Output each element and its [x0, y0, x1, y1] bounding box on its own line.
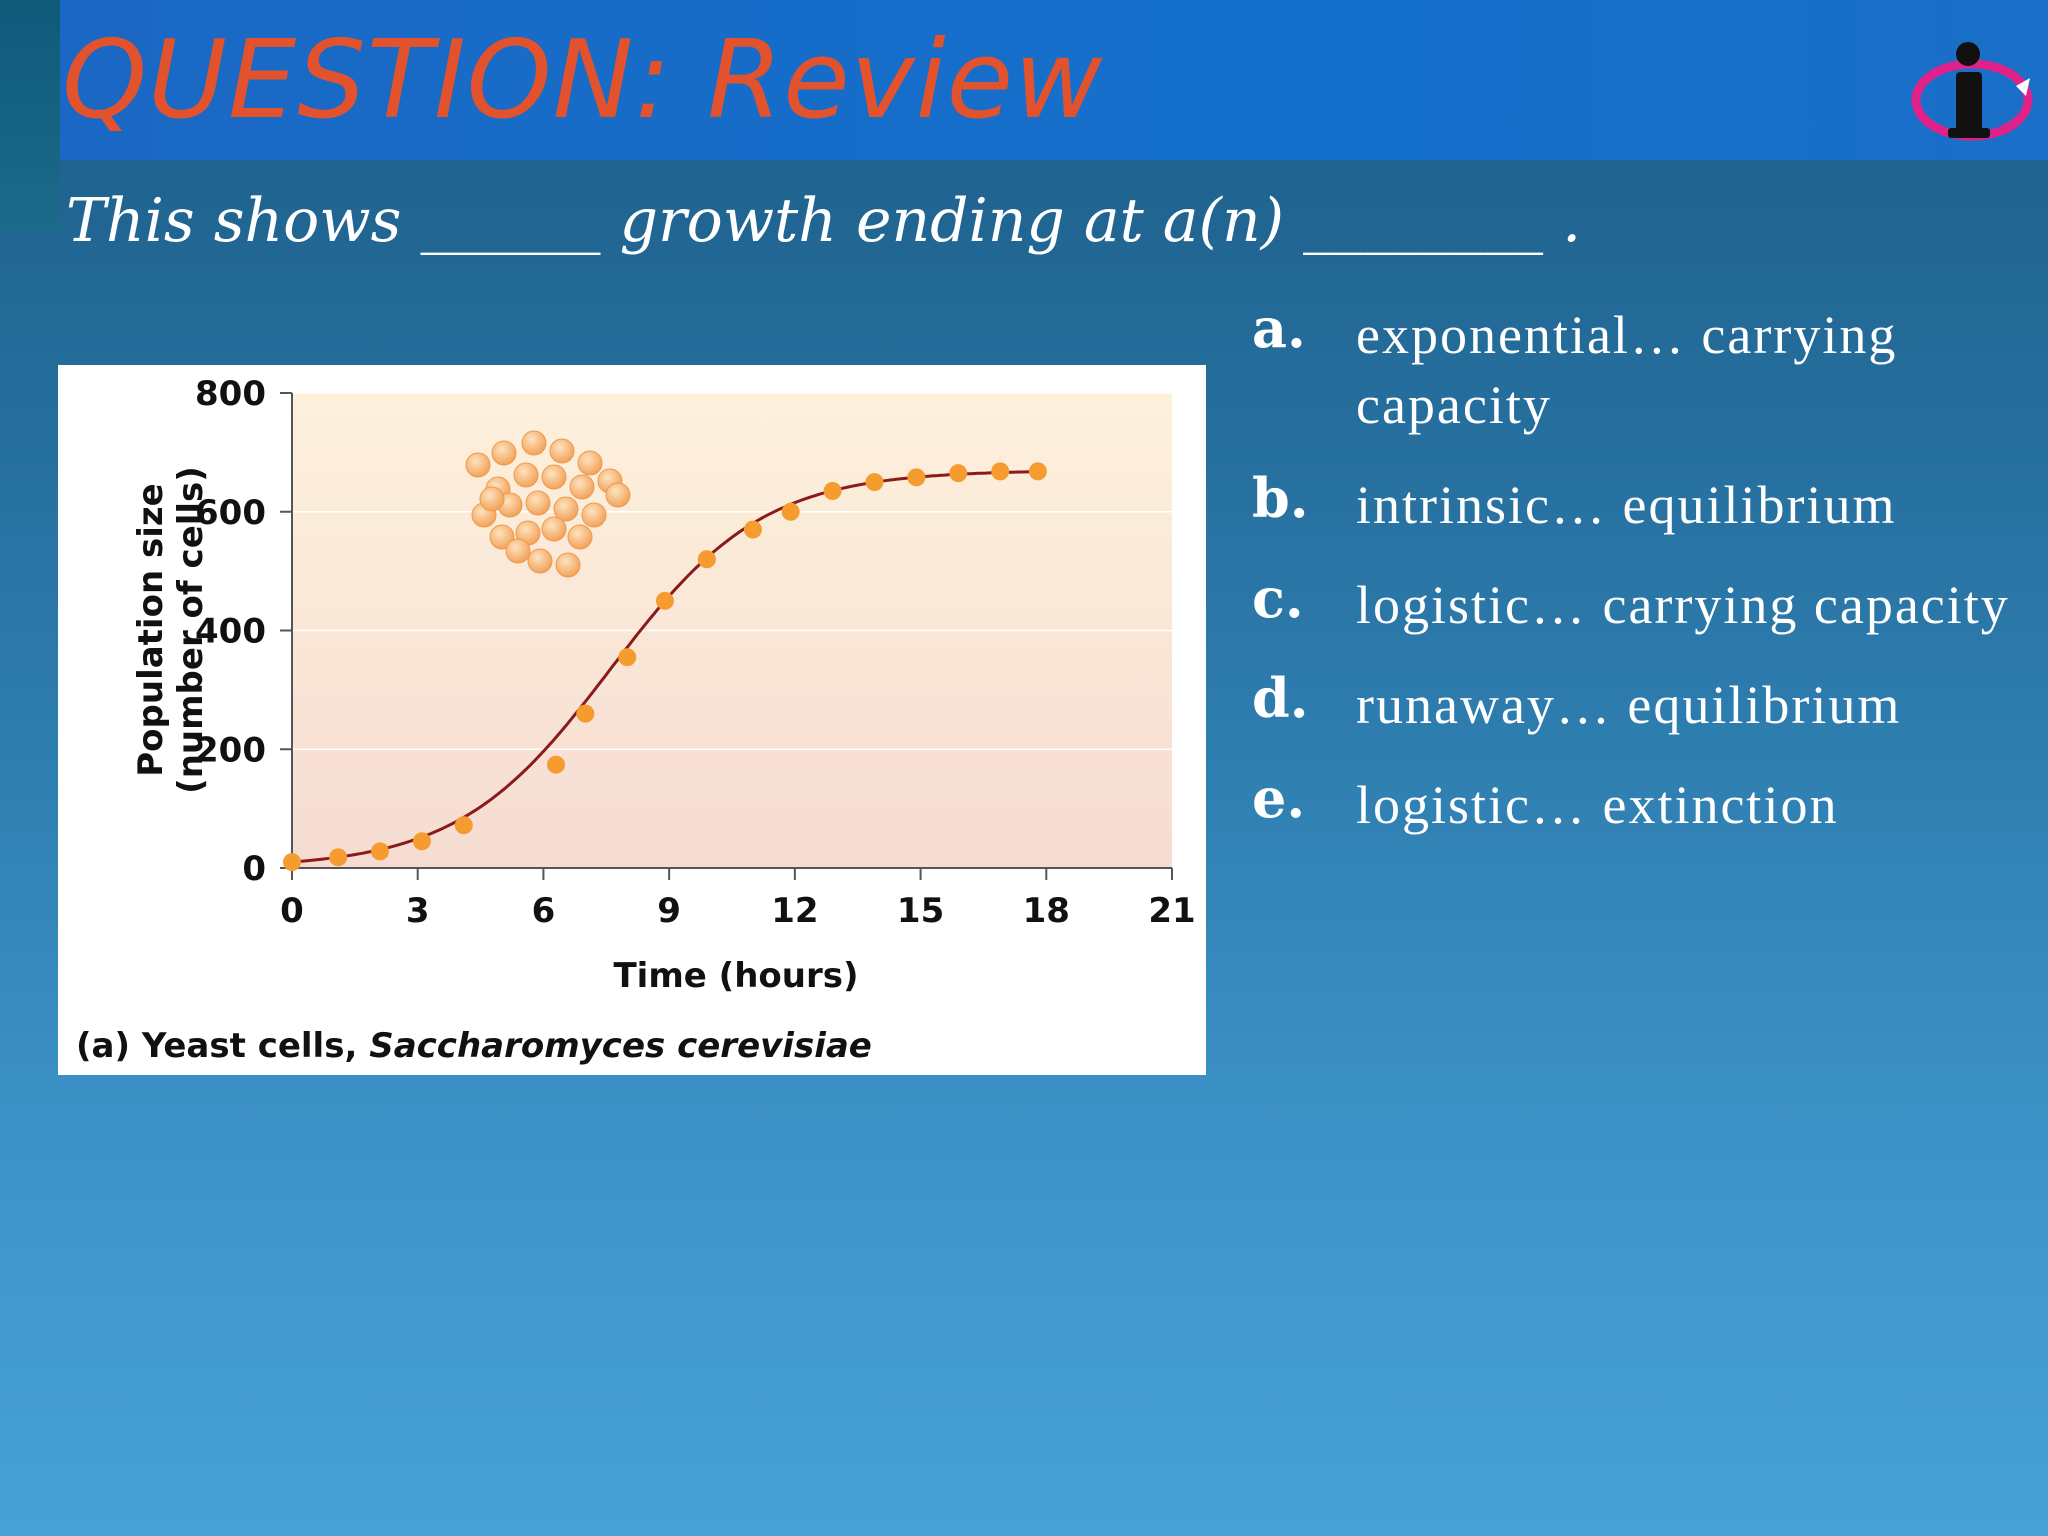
yeast-cell-icon — [525, 490, 551, 516]
data-point — [865, 473, 884, 492]
data-point — [991, 462, 1010, 481]
data-point — [618, 648, 637, 667]
y-tick-label: 0 — [242, 849, 266, 889]
answer-option-b[interactable]: b. intrinsic… equilibrium — [1252, 466, 2032, 540]
y-tick-label: 200 — [195, 730, 266, 770]
y-axis-label-units: (number of cells) — [171, 466, 211, 794]
yeast-cell-icon — [549, 438, 575, 464]
data-point — [454, 816, 473, 835]
question-text: This shows ______ growth ending at a(n) … — [66, 186, 1582, 256]
yeast-cell-icon — [465, 452, 491, 478]
y-axis-label: Population size — [131, 483, 171, 776]
data-point — [743, 520, 762, 539]
yeast-cell-icon — [521, 430, 547, 456]
data-point — [907, 468, 926, 487]
yeast-cell-icon — [555, 552, 581, 578]
yeast-cell-icon — [541, 464, 567, 490]
x-tick-label: 15 — [897, 891, 944, 931]
answer-letter: c. — [1252, 566, 1304, 630]
y-tick-label: 600 — [195, 493, 266, 533]
chart: 0 3 6 9 12 15 18 21 0 200 400 600 800 Time (hours) P… — [76, 374, 1196, 1066]
data-point — [655, 591, 674, 610]
x-tick-label: 0 — [280, 891, 304, 931]
caption-prefix: (a) Yeast cells, — [76, 1026, 369, 1066]
data-point — [412, 832, 431, 851]
data-point — [781, 502, 800, 521]
yeast-cell-icon — [581, 502, 607, 528]
answer-letter: d. — [1252, 666, 1309, 730]
yeast-cell-icon — [605, 482, 631, 508]
yeast-cell-icon — [553, 496, 579, 522]
yeast-cell-icon — [567, 524, 593, 550]
answer-option-a[interactable]: a. exponential… carrying capacity — [1252, 296, 2032, 440]
answer-option-c[interactable]: c. logistic… carrying capacity — [1252, 566, 2032, 640]
answer-list: a. exponential… carrying capacity b. int… — [1252, 296, 2032, 870]
yeast-cell-icon — [569, 474, 595, 500]
caption-species: Saccharomyces cerevisiae — [369, 1026, 872, 1066]
data-point — [371, 842, 389, 861]
answer-letter: b. — [1252, 466, 1309, 530]
chart-caption: (a) Yeast cells, Saccharomyces cerevisia… — [76, 1026, 872, 1066]
yeast-cell-icon — [527, 548, 553, 574]
yeast-cell-icon — [489, 524, 515, 550]
info-person-logo-icon — [1911, 42, 2033, 141]
x-axis-label: Time (hours) — [613, 956, 858, 996]
x-tick-label: 3 — [406, 891, 430, 931]
answer-letter: e. — [1252, 766, 1306, 830]
title-bar — [60, 0, 2048, 160]
data-point — [949, 464, 968, 483]
answer-text: runaway… equilibrium — [1356, 675, 1902, 735]
data-point — [547, 755, 565, 774]
yeast-cells-icon — [465, 430, 631, 578]
answer-text: logistic… extinction — [1356, 775, 1839, 835]
yeast-cell-icon — [479, 486, 505, 512]
tick-labels: 0 3 6 9 12 15 18 21 0 200 400 600 800 — [195, 374, 1196, 931]
data-point — [576, 704, 595, 723]
answer-option-d[interactable]: d. runaway… equilibrium — [1252, 666, 2032, 740]
yeast-cell-icon — [513, 462, 539, 488]
data-point — [283, 853, 301, 872]
x-tick-label: 18 — [1023, 891, 1070, 931]
chart-panel: 0 3 6 9 12 15 18 21 0 200 400 600 800 Time (hours) P… — [58, 365, 1206, 1075]
answer-text: logistic… carrying capacity — [1356, 575, 2010, 635]
y-tick-label: 400 — [195, 612, 266, 652]
x-tick-label: 9 — [657, 891, 681, 931]
x-tick-label: 6 — [532, 891, 556, 931]
left-accent-strip — [0, 0, 60, 230]
answer-text: intrinsic… equilibrium — [1356, 475, 1897, 535]
x-tick-label: 12 — [771, 891, 818, 931]
data-point — [329, 848, 348, 867]
x-tick-label: 21 — [1148, 891, 1195, 931]
answer-option-e[interactable]: e. logistic… extinction — [1252, 766, 2032, 840]
data-point — [697, 550, 716, 569]
y-tick-label: 800 — [195, 374, 266, 414]
slide-title: QUESTION: Review — [62, 18, 1104, 143]
yeast-cell-icon — [505, 538, 531, 564]
data-point — [823, 481, 842, 500]
yeast-cell-icon — [541, 516, 567, 542]
answer-text: exponential… carrying capacity — [1356, 305, 1898, 435]
yeast-cell-icon — [491, 440, 517, 466]
answer-letter: a. — [1252, 296, 1306, 360]
yeast-cell-icon — [577, 450, 603, 476]
data-points — [283, 462, 1047, 872]
grid-lines — [292, 392, 1172, 750]
data-point — [1028, 462, 1047, 481]
